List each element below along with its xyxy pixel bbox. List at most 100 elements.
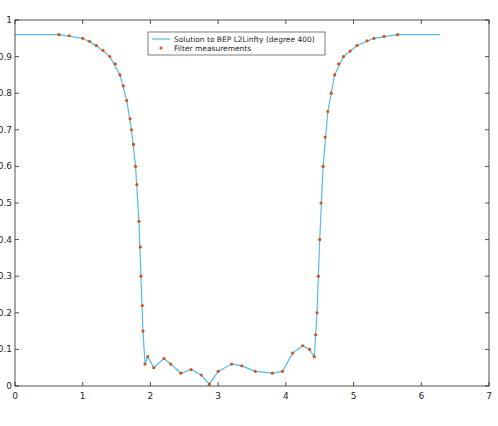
legend: Solution to BEP L2Linfty (degree 400)Fil… <box>148 32 325 55</box>
scatter-point <box>125 99 128 102</box>
chart: 0123456700.10.20.30.40.50.60.70.80.91Sol… <box>0 0 498 426</box>
plot-frame <box>15 20 489 386</box>
y-tick-label: 0.1 <box>0 344 12 354</box>
y-tick <box>15 276 19 277</box>
scatter-point <box>319 201 322 204</box>
scatter-point <box>179 372 182 375</box>
scatter-point <box>135 183 138 186</box>
scatter-point <box>88 40 91 43</box>
y-tick <box>15 129 19 130</box>
scatter-point <box>137 220 140 223</box>
y-tick <box>15 349 19 350</box>
y-tick-right <box>485 56 489 57</box>
y-tick <box>15 239 19 240</box>
scatter-point <box>141 304 144 307</box>
scatter-point <box>372 37 375 40</box>
y-tick-right <box>485 312 489 313</box>
scatter-point <box>230 362 233 365</box>
scatter-point <box>313 355 316 358</box>
scatter-point <box>324 136 327 139</box>
y-tick-label: 0.3 <box>0 271 12 281</box>
x-tick-label: 7 <box>486 391 492 401</box>
x-tick-label: 4 <box>283 391 289 401</box>
scatter-point <box>396 33 399 36</box>
scatter-point <box>114 62 117 65</box>
scatter-point <box>317 275 320 278</box>
legend-label: Filter measurements <box>174 44 251 53</box>
legend-label: Solution to BEP L2Linfty (degree 400) <box>174 35 315 44</box>
scatter-point <box>162 357 165 360</box>
scatter-point <box>143 362 146 365</box>
scatter-point <box>146 355 149 358</box>
scatter-point <box>355 44 358 47</box>
scatter-point <box>314 333 317 336</box>
scatter-point <box>349 50 352 53</box>
legend-swatch <box>152 38 170 39</box>
y-tick-right <box>485 129 489 130</box>
scatter-point <box>122 84 125 87</box>
y-tick-label: 0.6 <box>0 161 12 171</box>
x-tick-label: 0 <box>12 391 18 401</box>
scatter-point <box>291 351 294 354</box>
scatter-point <box>281 370 284 373</box>
x-tick-label: 2 <box>148 391 154 401</box>
plot-data <box>15 33 440 386</box>
legend-swatch <box>159 46 162 49</box>
scatter-point <box>169 362 172 365</box>
y-tick <box>15 93 19 94</box>
y-tick-label: 0.8 <box>0 88 12 98</box>
x-tick-top <box>218 20 219 24</box>
scatter-point <box>81 37 84 40</box>
scatter-point <box>315 311 318 314</box>
y-tick <box>15 203 19 204</box>
scatter-point <box>134 165 137 168</box>
y-tick-right <box>485 166 489 167</box>
scatter-point <box>337 62 340 65</box>
y-tick-label: 0.4 <box>0 235 12 245</box>
scatter-point <box>57 33 60 36</box>
y-tick-right <box>485 93 489 94</box>
y-tick <box>15 56 19 57</box>
scatter-point <box>301 344 304 347</box>
scatter-point <box>342 55 345 58</box>
x-tick-top <box>285 20 286 24</box>
scatter-point <box>217 370 220 373</box>
scatter-point <box>132 143 135 146</box>
scatter-point <box>130 128 133 131</box>
scatter-point <box>326 110 329 113</box>
scatter-point <box>308 348 311 351</box>
scatter-point <box>330 92 333 95</box>
y-tick-label: 0.7 <box>0 125 12 135</box>
x-tick-top <box>82 20 83 24</box>
scatter-point <box>382 35 385 38</box>
x-tick <box>82 382 83 386</box>
y-tick-right <box>485 203 489 204</box>
x-tick-label: 1 <box>80 391 86 401</box>
y-tick <box>15 312 19 313</box>
series-line <box>15 35 440 385</box>
y-tick-right <box>485 349 489 350</box>
scatter-point <box>95 44 98 47</box>
scatter-point <box>68 34 71 37</box>
plot-area <box>15 20 489 386</box>
scatter-point <box>108 55 111 58</box>
scatter-point <box>208 383 211 386</box>
scatter-point <box>101 49 104 52</box>
x-tick <box>150 382 151 386</box>
x-tick-top <box>150 20 151 24</box>
scatter-point <box>118 73 121 76</box>
x-tick-label: 6 <box>418 391 424 401</box>
y-tick-right <box>485 276 489 277</box>
x-tick-top <box>421 20 422 24</box>
x-tick <box>353 382 354 386</box>
y-tick <box>15 166 19 167</box>
y-tick-right <box>485 239 489 240</box>
scatter-point <box>141 330 144 333</box>
scatter-point <box>152 366 155 369</box>
scatter-point <box>139 275 142 278</box>
x-tick-label: 5 <box>351 391 357 401</box>
scatter-point <box>318 238 321 241</box>
x-tick <box>421 382 422 386</box>
y-tick-label: 0.5 <box>0 198 12 208</box>
y-tick-label: 1 <box>6 15 12 25</box>
